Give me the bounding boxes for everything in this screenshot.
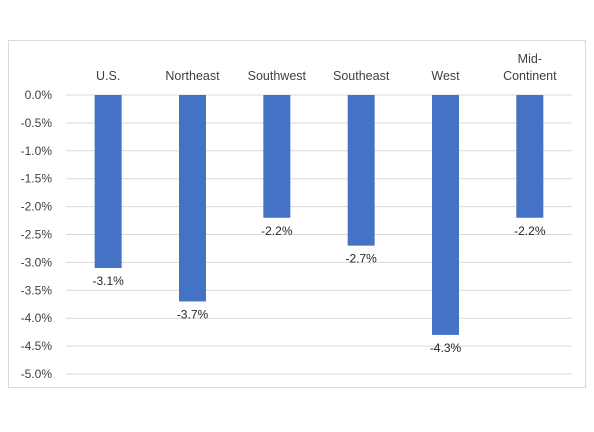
- y-axis-tick-labels: 0.0% -0.5% -1.0% -1.5% -2.0% -2.5% -3.0% -3.5% -…: [21, 88, 53, 381]
- y-tick-label: -4.0%: [21, 311, 53, 325]
- category-label: West: [431, 69, 460, 83]
- y-tick-label: -3.0%: [21, 255, 53, 269]
- data-labels: -3.1% -3.7% -2.2% -2.7% -4.3% -2.2%: [92, 224, 545, 355]
- category-labels: U.S. Northeast Southwest Southeast West Mid- C…: [96, 52, 557, 83]
- data-label: -2.7%: [345, 252, 377, 266]
- bar: [432, 95, 459, 335]
- y-tick-label: -2.5%: [21, 228, 53, 242]
- category-label: Mid-: [518, 52, 542, 66]
- y-tick-label: -1.0%: [21, 144, 53, 158]
- category-label: Southeast: [333, 69, 390, 83]
- bar: [516, 95, 544, 218]
- data-label: -3.1%: [92, 274, 124, 288]
- bar: [347, 95, 375, 246]
- bar: [179, 95, 206, 302]
- category-label: U.S.: [96, 69, 120, 83]
- y-tick-label: -3.5%: [21, 283, 53, 297]
- y-tick-label: 0.0%: [25, 88, 53, 102]
- data-label: -4.3%: [430, 341, 462, 355]
- y-tick-label: -1.5%: [21, 172, 53, 186]
- y-tick-label: -2.0%: [21, 200, 53, 214]
- category-label: Northeast: [165, 69, 220, 83]
- data-label: -2.2%: [261, 224, 293, 238]
- bars: [94, 95, 544, 335]
- category-label: Southwest: [248, 69, 307, 83]
- y-tick-label: -4.5%: [21, 339, 53, 353]
- y-tick-label: -0.5%: [21, 116, 53, 130]
- bar: [263, 95, 291, 218]
- y-tick-label: -5.0%: [21, 367, 53, 381]
- bar: [94, 95, 122, 268]
- category-label: Continent: [503, 69, 557, 83]
- gridlines: [66, 94, 572, 375]
- data-label: -3.7%: [177, 307, 209, 321]
- data-label: -2.2%: [514, 224, 546, 238]
